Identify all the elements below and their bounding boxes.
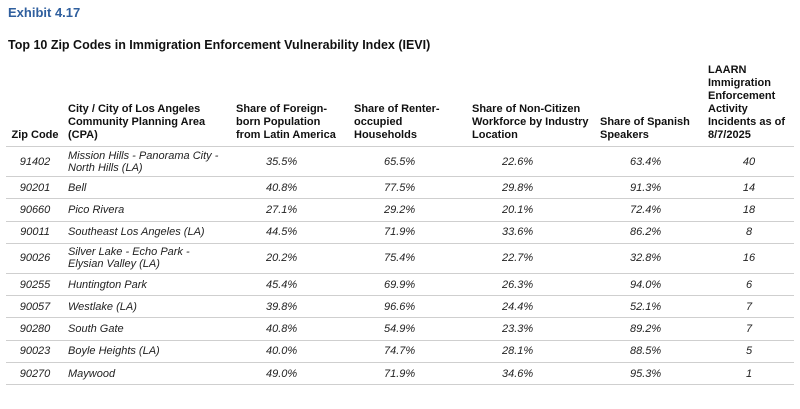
cell-laarn: 18	[704, 198, 794, 222]
table-row: 90026 Silver Lake - Echo Park - Elysian …	[6, 242, 794, 274]
cell-laarn: 40	[704, 146, 794, 177]
cell-zip: 90023	[6, 339, 64, 363]
cell-foreign-born: 44.5%	[232, 220, 350, 244]
cell-foreign-born: 20.2%	[232, 242, 350, 274]
cell-renter: 74.7%	[350, 339, 468, 363]
cell-spanish: 91.3%	[596, 175, 704, 199]
cell-zip: 90270	[6, 362, 64, 386]
cell-laarn: 7	[704, 317, 794, 341]
table-row: 90660 Pico Rivera 27.1% 29.2% 20.1% 72.4…	[6, 198, 794, 222]
table-row: 90201 Bell 40.8% 77.5% 29.8% 91.3% 14	[6, 175, 794, 199]
header-spanish: Share of Spanish Speakers	[600, 116, 690, 141]
cell-city: Maywood	[64, 362, 232, 386]
cell-city: Huntington Park	[64, 272, 232, 296]
header-city: City / City of Los Angeles Community Pla…	[68, 103, 206, 141]
cell-laarn: 16	[704, 242, 794, 274]
cell-zip: 90660	[6, 198, 64, 222]
cell-noncitizen: 28.1%	[468, 339, 596, 363]
header-laarn: LAARN Immigration Enforcement Activity I…	[708, 64, 786, 141]
cell-city: Westlake (LA)	[64, 295, 232, 318]
table-row: 90280 South Gate 40.8% 54.9% 23.3% 89.2%…	[6, 317, 794, 341]
cell-renter: 71.9%	[350, 362, 468, 386]
cell-renter: 96.6%	[350, 295, 468, 318]
table-row: 90023 Boyle Heights (LA) 40.0% 74.7% 28.…	[6, 339, 794, 363]
cell-foreign-born: 40.0%	[232, 339, 350, 363]
cell-noncitizen: 20.1%	[468, 198, 596, 222]
cell-spanish: 86.2%	[596, 220, 704, 244]
cell-noncitizen: 33.6%	[468, 220, 596, 244]
cell-spanish: 89.2%	[596, 317, 704, 341]
cell-foreign-born: 39.8%	[232, 295, 350, 318]
cell-foreign-born: 45.4%	[232, 272, 350, 296]
table-row: 90011 Southeast Los Angeles (LA) 44.5% 7…	[6, 220, 794, 244]
header-row: Zip Code City / City of Los Angeles Comm…	[6, 64, 794, 147]
cell-spanish: 72.4%	[596, 198, 704, 222]
cell-laarn: 7	[704, 295, 794, 318]
cell-laarn: 14	[704, 175, 794, 199]
cell-foreign-born: 35.5%	[232, 146, 350, 177]
cell-laarn: 8	[704, 220, 794, 244]
cell-zip: 90255	[6, 272, 64, 296]
cell-spanish: 32.8%	[596, 242, 704, 274]
cell-renter: 54.9%	[350, 317, 468, 341]
cell-noncitizen: 22.7%	[468, 242, 596, 274]
ievi-table: Zip Code City / City of Los Angeles Comm…	[6, 64, 794, 386]
cell-zip: 90201	[6, 175, 64, 199]
cell-laarn: 6	[704, 272, 794, 296]
cell-zip: 90280	[6, 317, 64, 341]
cell-foreign-born: 27.1%	[232, 198, 350, 222]
cell-noncitizen: 23.3%	[468, 317, 596, 341]
header-noncitizen: Share of Non-Citizen Workforce by Indust…	[472, 103, 589, 141]
cell-renter: 29.2%	[350, 198, 468, 222]
cell-laarn: 5	[704, 339, 794, 363]
table-row: 91402 Mission Hills - Panorama City - No…	[6, 146, 794, 177]
table-row: 90255 Huntington Park 45.4% 69.9% 26.3% …	[6, 272, 794, 296]
cell-zip: 90011	[6, 220, 64, 244]
cell-city: Pico Rivera	[64, 198, 232, 222]
cell-city: Bell	[64, 175, 232, 199]
cell-city: South Gate	[64, 317, 232, 341]
cell-foreign-born: 49.0%	[232, 362, 350, 386]
cell-spanish: 63.4%	[596, 146, 704, 177]
header-renter: Share of Renter-occupied Households	[354, 103, 440, 141]
cell-spanish: 94.0%	[596, 272, 704, 296]
cell-renter: 71.9%	[350, 220, 468, 244]
cell-city: Mission Hills - Panorama City - North Hi…	[64, 146, 232, 177]
cell-city: Southeast Los Angeles (LA)	[64, 220, 232, 244]
cell-noncitizen: 22.6%	[468, 146, 596, 177]
table-row: 90270 Maywood 49.0% 71.9% 34.6% 95.3% 1	[6, 362, 794, 386]
cell-laarn: 1	[704, 362, 794, 386]
cell-city: Silver Lake - Echo Park - Elysian Valley…	[64, 242, 232, 274]
cell-zip: 91402	[6, 146, 64, 177]
cell-city: Boyle Heights (LA)	[64, 339, 232, 363]
cell-renter: 75.4%	[350, 242, 468, 274]
cell-renter: 77.5%	[350, 175, 468, 199]
cell-noncitizen: 34.6%	[468, 362, 596, 386]
cell-noncitizen: 29.8%	[468, 175, 596, 199]
cell-renter: 69.9%	[350, 272, 468, 296]
table-row: 90057 Westlake (LA) 39.8% 96.6% 24.4% 52…	[6, 295, 794, 318]
header-zip: Zip Code	[11, 129, 59, 141]
cell-spanish: 88.5%	[596, 339, 704, 363]
cell-zip: 90057	[6, 295, 64, 318]
header-foreign-born: Share of Foreign-born Population from La…	[236, 103, 336, 141]
cell-foreign-born: 40.8%	[232, 317, 350, 341]
exhibit-label: Exhibit 4.17	[8, 5, 81, 20]
cell-spanish: 95.3%	[596, 362, 704, 386]
cell-zip: 90026	[6, 242, 64, 274]
table-title: Top 10 Zip Codes in Immigration Enforcem…	[8, 38, 431, 52]
cell-noncitizen: 26.3%	[468, 272, 596, 296]
cell-spanish: 52.1%	[596, 295, 704, 318]
cell-noncitizen: 24.4%	[468, 295, 596, 318]
cell-foreign-born: 40.8%	[232, 175, 350, 199]
cell-renter: 65.5%	[350, 146, 468, 177]
